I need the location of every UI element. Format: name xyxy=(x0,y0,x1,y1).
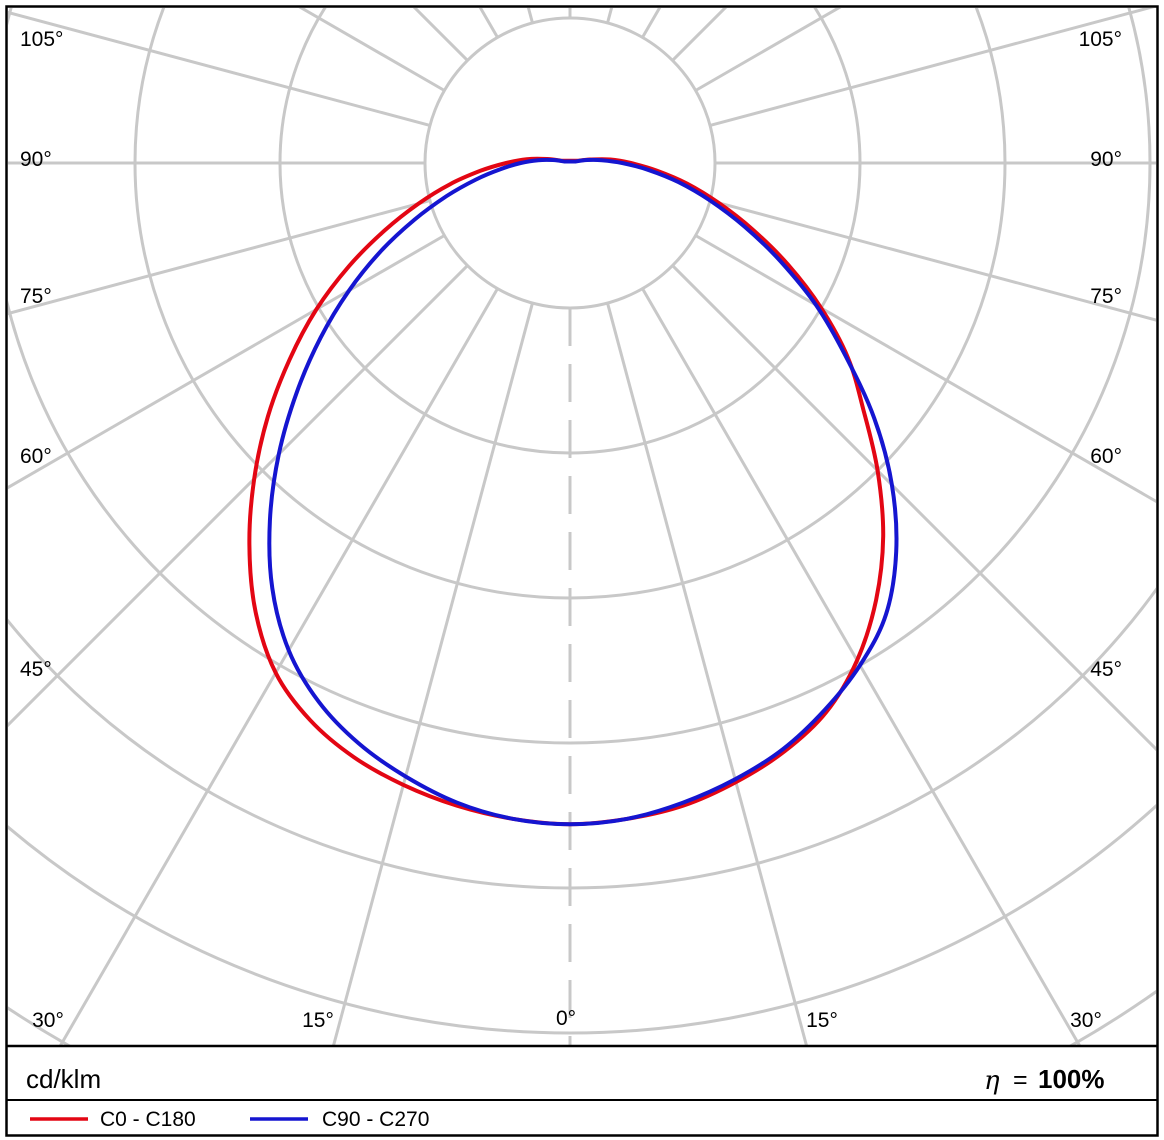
angle-label: 30° xyxy=(32,1009,64,1032)
polar-grid-line xyxy=(332,302,534,1045)
legend-label-c90-c270: C90 - C270 xyxy=(322,1108,429,1131)
polar-grid-line xyxy=(8,10,431,127)
eta-value: 100% xyxy=(1038,1064,1105,1094)
angle-label: 30° xyxy=(1070,1009,1102,1032)
polar-grid-line xyxy=(694,234,1156,504)
legend-label-c0-c180: C0 - C180 xyxy=(100,1108,196,1131)
angle-label: 75° xyxy=(20,285,52,308)
angle-label: 45° xyxy=(1090,658,1122,681)
outer-border xyxy=(5,5,1159,1137)
polar-grid-line xyxy=(709,199,1156,322)
eta-equals: = xyxy=(1013,1066,1028,1094)
polar-grid-line xyxy=(671,264,1156,752)
eta-symbol: η xyxy=(984,1066,1000,1096)
polar-grid-line xyxy=(709,8,1155,127)
angle-label: 60° xyxy=(1090,445,1122,468)
angle-label: 45° xyxy=(20,658,52,681)
polar-grid-line xyxy=(641,287,1081,1045)
angle-label: 75° xyxy=(1090,285,1122,308)
angle-labels: 105° 90° 75° 60° 45° 30° 15° 0° 15° 30° 45° 60° 75° 9… xyxy=(20,28,1122,1032)
polar-grid-line xyxy=(8,199,431,316)
angle-label: 105° xyxy=(20,28,63,51)
intensity-curves xyxy=(247,156,899,827)
units-label: cd/klm xyxy=(26,1064,101,1094)
polar-grid-line xyxy=(606,302,808,1045)
angle-label: 15° xyxy=(302,1009,334,1032)
polar-grid-circle xyxy=(8,803,1156,1035)
c90-c270-curve xyxy=(267,157,899,827)
polar-grid-line xyxy=(59,287,499,1045)
angle-label: 15° xyxy=(806,1009,838,1032)
polar-grid-line xyxy=(8,234,446,490)
angle-label: 90° xyxy=(1090,148,1122,171)
angle-label: 90° xyxy=(20,148,52,171)
angle-label: 105° xyxy=(1079,28,1122,51)
polar-grid-line xyxy=(8,264,469,728)
angle-label: 60° xyxy=(20,445,52,468)
angle-label: 0° xyxy=(556,1007,576,1030)
